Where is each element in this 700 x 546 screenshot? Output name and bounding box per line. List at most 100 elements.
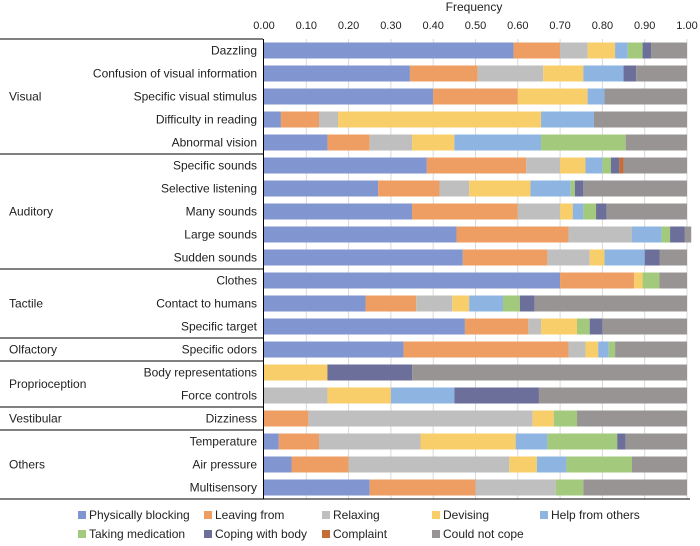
row-label: Specific sounds: [173, 159, 257, 173]
bar-segment: [264, 295, 366, 312]
bar-segment: [570, 180, 575, 197]
legend-label: Leaving from: [215, 508, 284, 522]
bar-segment: [403, 341, 569, 358]
bar-segment: [475, 479, 556, 496]
x-tick-label: 1.00: [676, 20, 697, 32]
bar-segment: [598, 341, 609, 358]
bar-segment: [577, 318, 590, 335]
row-label: Selective listening: [161, 182, 257, 196]
bar-segment: [462, 249, 548, 266]
row-label: Specific odors: [182, 343, 257, 357]
x-tick-label: 0.80: [592, 20, 613, 32]
bar-segment: [632, 456, 687, 473]
x-tick-label: 0.20: [338, 20, 359, 32]
bar-segment: [585, 341, 599, 358]
bar-segment: [513, 42, 561, 59]
x-tick-label: 0.40: [422, 20, 443, 32]
bar-segment: [589, 318, 603, 335]
bar-segment: [602, 318, 687, 335]
bar-segment: [568, 341, 586, 358]
bar-segment: [264, 42, 514, 59]
legend-label: Help from others: [551, 508, 640, 522]
row-label: Sudden sounds: [174, 251, 257, 265]
bar-segment: [634, 272, 643, 289]
bar-segment: [517, 203, 561, 220]
bar-segment: [560, 272, 635, 289]
bar-segment: [560, 157, 586, 174]
row-label: Force controls: [181, 389, 257, 403]
bar-segment: [416, 295, 453, 312]
bar-segment: [502, 295, 520, 312]
row-label: Dazzling: [211, 44, 257, 58]
bar-segment: [264, 456, 292, 473]
bar-segment: [644, 249, 660, 266]
legend-swatch: [204, 511, 212, 519]
bar-segment: [534, 295, 687, 312]
bar-segment: [604, 249, 645, 266]
bar-segment: [264, 134, 328, 151]
group-label: Vestibular: [9, 412, 62, 426]
bar-segment: [566, 456, 633, 473]
bar-segment: [264, 88, 434, 105]
bar-segment: [456, 226, 569, 243]
bar-segment: [604, 88, 687, 105]
x-tick-labels: 0.00 0.10 0.20 0.30 0.40 0.50 0.60 0.70 0.80 0.90…: [253, 20, 697, 32]
bar-segment: [553, 410, 578, 427]
bar-segment: [515, 433, 548, 450]
bar-segment: [574, 180, 584, 197]
bar-segment: [420, 433, 516, 450]
bar-segment: [560, 203, 573, 220]
bar-segment: [602, 157, 611, 174]
row-label: Dizziness: [206, 412, 257, 426]
bar-segment: [278, 433, 319, 450]
bar-segment: [433, 88, 518, 105]
bar-segment: [684, 226, 692, 243]
bar-segment: [264, 157, 427, 174]
bar-segment: [264, 387, 328, 404]
legend-label: Taking medication: [89, 527, 185, 541]
bar-segment: [477, 65, 544, 82]
row-label: Clothes: [216, 274, 257, 288]
group-label: Olfactory: [9, 343, 57, 357]
row-label: Difficulty in reading: [156, 113, 257, 127]
bar-segment: [608, 341, 616, 358]
bar-segment: [547, 433, 618, 450]
bar-segment: [606, 203, 687, 220]
legend-swatch: [432, 530, 440, 538]
bar-segment: [469, 180, 531, 197]
bar-segment: [636, 65, 687, 82]
x-tick-label: 0.30: [380, 20, 401, 32]
bar-segment: [327, 387, 391, 404]
bar-segment: [615, 341, 687, 358]
bar-segment: [615, 42, 628, 59]
x-tick-label: 0.90: [634, 20, 655, 32]
bar-segment: [583, 203, 597, 220]
x-tick-label: 0.70: [549, 20, 570, 32]
bar-segment: [264, 226, 457, 243]
bar-segment: [572, 203, 584, 220]
legend: Physically blocking Leaving from Relaxing D…: [78, 508, 640, 541]
bar-segment: [541, 111, 594, 128]
legend-swatch: [204, 530, 212, 538]
row-label: Specific target: [181, 320, 258, 334]
row-label: Many sounds: [186, 205, 257, 219]
bar-segment: [625, 134, 687, 151]
legend-swatch: [432, 511, 440, 519]
bar-segment: [452, 295, 470, 312]
x-axis-title: Frequency: [446, 0, 503, 14]
bar-segment: [264, 479, 370, 496]
bar-segment: [365, 295, 417, 312]
bar-segment: [412, 203, 518, 220]
bar-segment: [327, 134, 370, 151]
bar-segment: [348, 456, 510, 473]
bar-segment: [264, 318, 465, 335]
bar-segment: [623, 157, 687, 174]
bar-segment: [318, 433, 421, 450]
bar-segment: [264, 272, 561, 289]
bar-segment: [264, 433, 279, 450]
x-tick-label: 0.50: [465, 20, 486, 32]
bar-segment: [409, 65, 478, 82]
legend-swatch: [322, 511, 330, 519]
bar-segments: [264, 42, 692, 496]
